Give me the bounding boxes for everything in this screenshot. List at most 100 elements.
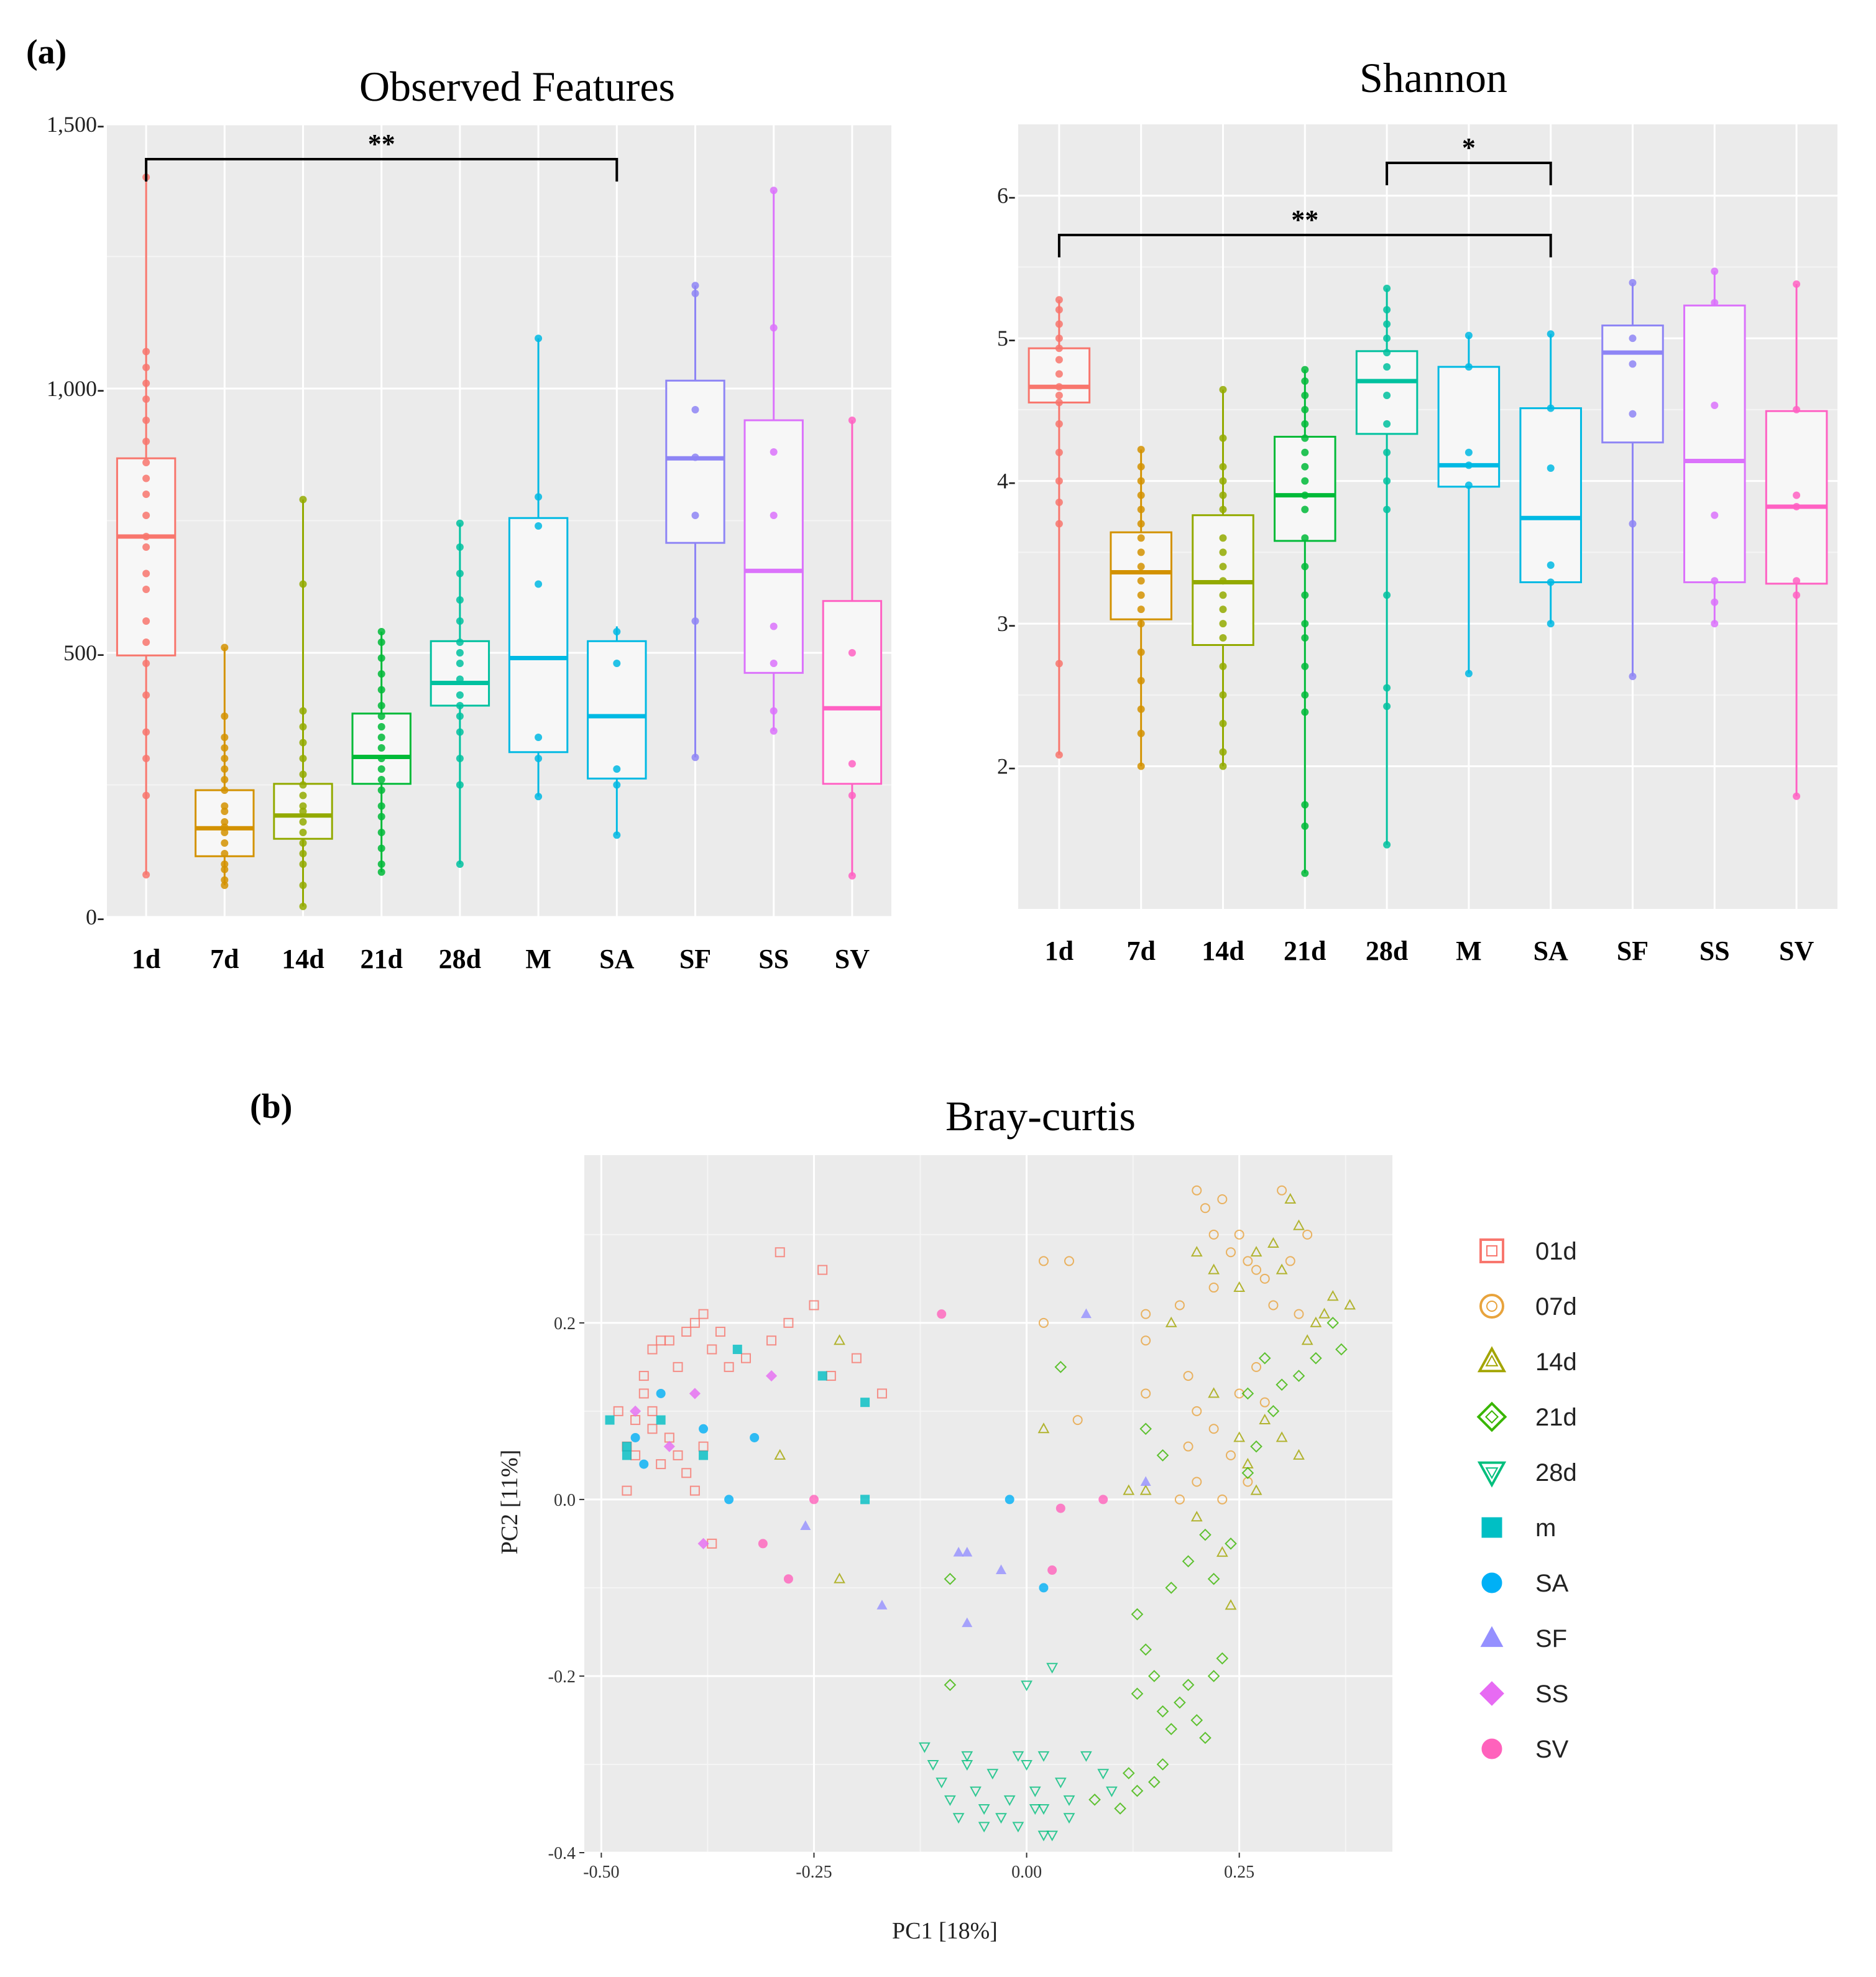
- scatter-point: [1225, 1599, 1237, 1610]
- data-point: [1137, 520, 1145, 528]
- data-point: [1547, 620, 1555, 628]
- scatter-point: [1344, 1299, 1356, 1310]
- data-point: [1301, 463, 1309, 471]
- data-point: [691, 753, 699, 762]
- data-point: [1219, 762, 1227, 770]
- data-point: [456, 781, 464, 789]
- data-point: [299, 723, 307, 730]
- data-point: [1793, 577, 1801, 585]
- data-point: [1137, 463, 1145, 471]
- scatter-point: [1190, 1714, 1203, 1726]
- data-point: [456, 660, 464, 667]
- data-point: [1383, 591, 1391, 599]
- scatter-point: [1183, 1441, 1193, 1452]
- scatter-point: [613, 1406, 623, 1416]
- scatter-point: [689, 1388, 701, 1399]
- data-point: [1464, 481, 1473, 489]
- data-point: [221, 876, 229, 884]
- data-point: [1219, 634, 1227, 642]
- legend-marker-outer: [1476, 1401, 1507, 1432]
- data-point: [1219, 548, 1227, 556]
- data-point: [377, 744, 385, 752]
- data-point: [1711, 577, 1719, 585]
- scatter-point: [1139, 1484, 1152, 1495]
- y-tick-label: 3-: [997, 611, 1016, 636]
- scatter-point: [783, 1317, 794, 1328]
- data-point: [1629, 360, 1637, 368]
- data-point: [1137, 477, 1145, 485]
- data-point: [377, 628, 385, 635]
- data-point: [1383, 477, 1391, 485]
- data-point: [770, 448, 778, 456]
- scatter-point: [1285, 1256, 1295, 1266]
- significance-bracket: **: [145, 129, 618, 182]
- legend: 01d 07d 14d 21d 28d m SA SF SS SV: [1476, 1238, 1577, 1763]
- box-14d: [273, 495, 333, 910]
- data-point: [1301, 708, 1309, 716]
- data-point: [221, 786, 229, 794]
- data-point: [1793, 491, 1801, 499]
- data-point: [770, 187, 778, 195]
- scatter-point: [1226, 1450, 1236, 1460]
- y-tick-label: 5-: [997, 326, 1016, 351]
- scatter-point: [1123, 1484, 1135, 1495]
- scatter-point: [765, 1370, 778, 1382]
- scatter-point: [953, 1547, 964, 1557]
- data-point: [1137, 676, 1145, 684]
- box-body: [1683, 304, 1746, 584]
- scatter-point: [937, 1309, 947, 1319]
- scatter-point: [1055, 1503, 1065, 1513]
- significance-label: **: [1291, 205, 1318, 235]
- scatter-point: [970, 1786, 982, 1797]
- scatter-point: [758, 1539, 768, 1549]
- scatter-point: [1039, 1583, 1049, 1593]
- y-tick-label: -0.2: [548, 1667, 576, 1687]
- scatter-point: [629, 1405, 641, 1417]
- scatter-point: [1268, 1300, 1279, 1311]
- data-point: [1301, 434, 1309, 442]
- data-point: [221, 755, 229, 762]
- data-point: [1301, 634, 1309, 642]
- data-point: [1793, 405, 1801, 413]
- data-point: [1383, 284, 1391, 292]
- data-point: [142, 791, 150, 800]
- data-point: [456, 728, 464, 736]
- data-point: [1301, 366, 1309, 374]
- series-14d: [774, 1192, 1356, 1610]
- data-point: [142, 728, 150, 736]
- data-point: [848, 872, 856, 880]
- observed-features-chart: Observed Features 0- 500- 1,000- 1,500- 1d 7…: [47, 63, 891, 974]
- data-point: [691, 282, 699, 290]
- scatter-point: [995, 1813, 1007, 1824]
- data-point: [1629, 520, 1637, 528]
- scatter-point: [1233, 1431, 1246, 1442]
- scatter-point: [1088, 1793, 1101, 1806]
- legend-item-28d: 28d: [1477, 1459, 1577, 1488]
- data-point: [1547, 464, 1555, 472]
- data-point: [299, 808, 307, 815]
- data-point: [377, 702, 385, 709]
- box-7d: [195, 643, 255, 889]
- data-point: [299, 839, 307, 847]
- scatter-point: [1310, 1316, 1322, 1327]
- scatter-point: [918, 1742, 931, 1753]
- data-point: [1055, 334, 1063, 343]
- pc1-axis-label: PC1 [18%]: [892, 1918, 998, 1944]
- data-point: [1055, 344, 1063, 353]
- legend-label: SA: [1535, 1570, 1569, 1597]
- scatter-point: [1250, 1246, 1262, 1257]
- data-point: [535, 334, 543, 343]
- scatter-point: [1267, 1405, 1280, 1417]
- data-point: [1219, 491, 1227, 499]
- scatter-point: [1284, 1192, 1297, 1204]
- data-point: [377, 723, 385, 730]
- scatter-point: [800, 1520, 811, 1530]
- scatter-point: [1251, 1265, 1262, 1275]
- data-point: [691, 617, 699, 625]
- scatter-point: [1259, 1273, 1270, 1284]
- scatter-point: [1258, 1352, 1271, 1365]
- data-point: [1629, 410, 1637, 418]
- y-tick-label: 1,000-: [47, 376, 104, 401]
- legend-marker-inner: [1486, 1301, 1497, 1312]
- legend-marker-inner: [1485, 1354, 1499, 1366]
